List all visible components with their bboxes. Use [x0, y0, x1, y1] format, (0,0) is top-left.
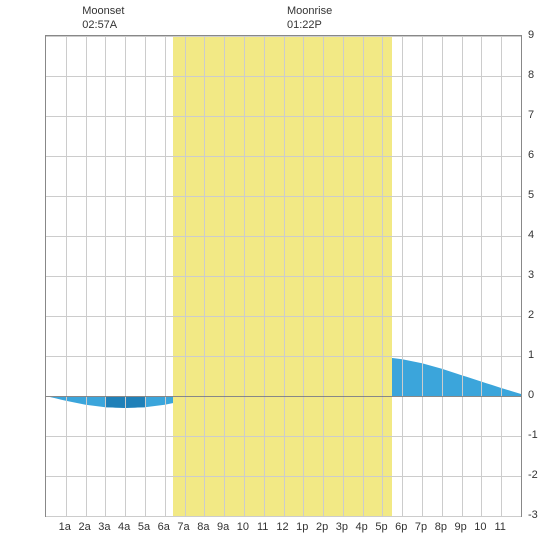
x-tick-label: 4a [118, 521, 130, 533]
x-tick-label: 11 [257, 521, 268, 533]
x-tick-label: 9a [217, 521, 229, 533]
grid-line-horizontal [46, 356, 521, 357]
y-tick-label: 2 [528, 309, 534, 321]
x-tick-label: 8a [197, 521, 209, 533]
x-tick-label: 2a [78, 521, 90, 533]
grid-line-horizontal [46, 36, 521, 37]
x-tick-label: 5p [375, 521, 387, 533]
grid-line-horizontal [46, 516, 521, 517]
grid-line-horizontal [46, 436, 521, 437]
x-tick-label: 11 [494, 521, 505, 533]
x-tick-label: 3a [98, 521, 110, 533]
y-tick-label: 1 [528, 349, 534, 361]
y-tick-label: 3 [528, 269, 534, 281]
y-tick-label: 7 [528, 109, 534, 121]
y-tick-label: 6 [528, 149, 534, 161]
y-tick-label: 4 [528, 229, 534, 241]
x-tick-label: 6p [395, 521, 407, 533]
moonset-time: 02:57A [82, 18, 124, 32]
moonset-title: Moonset [82, 4, 124, 18]
y-tick-label: 0 [528, 389, 534, 401]
x-tick-label: 7a [177, 521, 189, 533]
grid-line-horizontal [46, 116, 521, 117]
x-tick-label: 6a [158, 521, 170, 533]
grid-line-horizontal [46, 276, 521, 277]
x-tick-label: 1p [296, 521, 308, 533]
grid-line-horizontal [46, 76, 521, 77]
x-tick-label: 12 [276, 521, 288, 533]
grid-line-horizontal [46, 196, 521, 197]
grid-line-horizontal [46, 236, 521, 237]
x-tick-label: 1a [59, 521, 71, 533]
x-tick-label: 10 [474, 521, 486, 533]
y-tick-label: -1 [528, 429, 538, 441]
x-tick-label: 9p [455, 521, 467, 533]
y-tick-label: -3 [528, 509, 538, 521]
tide-chart: 1a2a3a4a5a6a7a8a9a1011121p2p3p4p5p6p7p8p… [0, 0, 550, 550]
grid-line-horizontal [46, 316, 521, 317]
y-tick-label: 8 [528, 69, 534, 81]
y-tick-label: 5 [528, 189, 534, 201]
moonset-label: Moonset02:57A [82, 4, 124, 33]
moonrise-title: Moonrise [287, 4, 332, 18]
moonrise-time: 01:22P [287, 18, 332, 32]
y-tick-label: -2 [528, 469, 538, 481]
x-tick-label: 5a [138, 521, 150, 533]
y-tick-label: 9 [528, 29, 534, 41]
x-tick-label: 2p [316, 521, 328, 533]
plot-area [45, 35, 522, 517]
x-tick-label: 4p [356, 521, 368, 533]
x-tick-label: 7p [415, 521, 427, 533]
zero-line [46, 396, 521, 397]
grid-line-horizontal [46, 156, 521, 157]
moonrise-label: Moonrise01:22P [287, 4, 332, 33]
x-tick-label: 3p [336, 521, 348, 533]
grid-line-horizontal [46, 476, 521, 477]
x-tick-label: 10 [237, 521, 249, 533]
x-tick-label: 8p [435, 521, 447, 533]
